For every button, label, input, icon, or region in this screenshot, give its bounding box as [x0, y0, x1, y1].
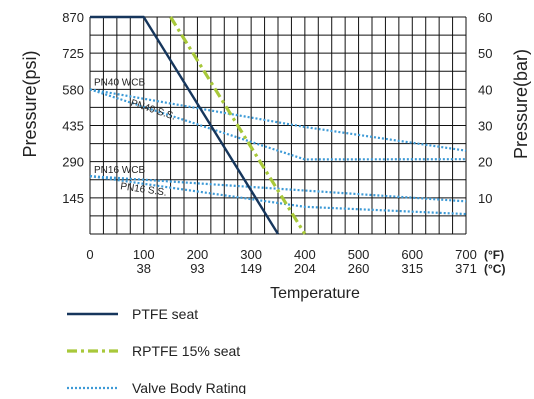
legend: PTFE seat RPTFE 15% seat Valve Body Rating: [67, 306, 246, 396]
y-axis-title-left: Pressure(psi): [20, 50, 40, 157]
x-unit-fahrenheit: (°F): [484, 248, 504, 262]
y-tick-label-bar: 40: [478, 82, 492, 97]
x-axis-title: Temperature: [270, 285, 360, 302]
y-axis-title-right: Pressure(bar): [511, 49, 531, 159]
y-tick-label-psi: 145: [62, 191, 84, 206]
series-label: PN16 WCB: [94, 165, 145, 176]
x-tick-label-c: 93: [190, 261, 204, 276]
legend-label: Valve Body Rating: [132, 380, 246, 394]
series-line-ptfe-seat: [90, 15, 280, 235]
series-line-pn40-wcb: [89, 88, 467, 152]
legend-label: RPTFE 15% seat: [132, 343, 240, 359]
x-tick-label-c: 204: [294, 261, 316, 276]
x-tick-label-c: 315: [401, 261, 423, 276]
series-label: PN40 WCB: [94, 77, 145, 88]
y-tick-label-bar: 50: [478, 46, 492, 61]
x-tick-label-c: 38: [136, 261, 150, 276]
x-tick-label-c: 149: [240, 261, 262, 276]
y-tick-label-bar: 60: [478, 10, 492, 25]
y-tick-label-bar: 20: [478, 155, 492, 170]
y-tick-label-bar: 10: [478, 191, 492, 206]
x-tick-label-f: 0: [86, 247, 93, 262]
y-tick-label-psi: 725: [62, 46, 84, 61]
x-tick-label-f: 300: [240, 247, 262, 262]
y-tick-label-psi: 870: [62, 10, 84, 25]
x-tick-label-f: 400: [294, 247, 316, 262]
series-line-pn16-s-s-: [89, 175, 467, 216]
x-tick-label-f: 700: [455, 247, 477, 262]
series-line-rptfe-15-seat: [169, 16, 307, 235]
x-tick-label-f: 200: [187, 247, 209, 262]
series-line-pn16-wcb: [89, 175, 467, 203]
x-tick-label-f: 500: [348, 247, 370, 262]
series-line-pn40-s-s-: [89, 88, 467, 161]
y-tick-label-psi: 435: [62, 119, 84, 134]
legend-label: PTFE seat: [132, 306, 198, 322]
y-tick-label-bar: 30: [478, 119, 492, 134]
series-layer: [89, 15, 467, 235]
y-tick-label-psi: 580: [62, 82, 84, 97]
x-tick-label-f: 600: [401, 247, 423, 262]
y-tick-label-psi: 290: [62, 155, 84, 170]
x-unit-celsius: (°C): [484, 262, 505, 276]
x-tick-label-f: 100: [133, 247, 155, 262]
x-tick-label-c: 260: [348, 261, 370, 276]
x-tick-label-c: 371: [455, 261, 477, 276]
